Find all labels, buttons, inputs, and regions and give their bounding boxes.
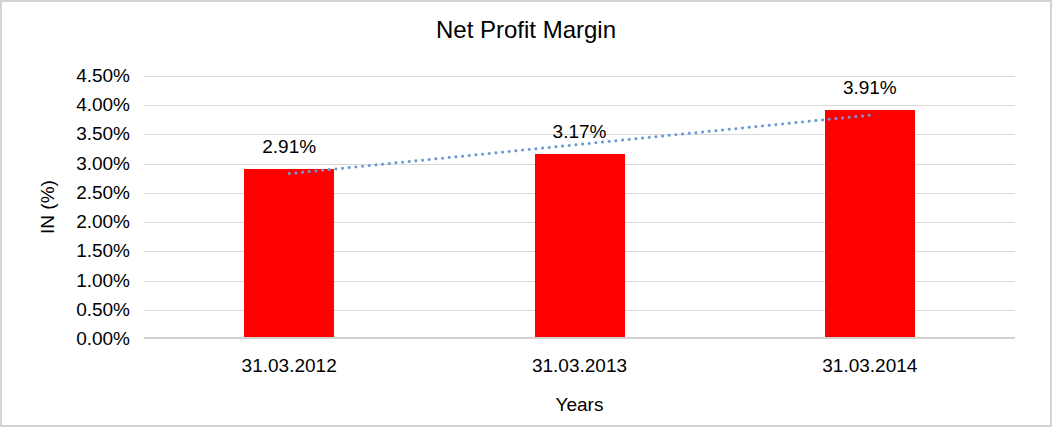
y-axis-tick-labels: 0.00% 0.50% 1.00% 1.50% 2.00% 2.50% 3.00% 3.50%… xyxy=(2,2,130,427)
x-axis-line xyxy=(144,337,1015,339)
y-tick-label: 4.50% xyxy=(2,64,130,88)
chart-title: Net Profit Margin xyxy=(2,15,1050,45)
x-axis-title: Years xyxy=(144,394,1015,416)
y-tick-label: 0.00% xyxy=(2,327,130,351)
y-tick-label: 3.50% xyxy=(2,122,130,146)
y-tick-label: 4.00% xyxy=(2,93,130,117)
x-category-label: 31.03.2013 xyxy=(470,354,690,378)
y-tick-label: 0.50% xyxy=(2,298,130,322)
data-label: 3.91% xyxy=(800,76,940,100)
y-tick-label: 2.00% xyxy=(2,210,130,234)
x-category-label: 31.03.2014 xyxy=(760,354,980,378)
y-tick-label: 1.00% xyxy=(2,269,130,293)
chart-frame: Net Profit Margin IN (%) 0.00%0.50%1.00%… xyxy=(0,0,1052,427)
data-label: 3.17% xyxy=(510,120,650,144)
y-tick-label: 2.50% xyxy=(2,181,130,205)
y-tick-label: 1.50% xyxy=(2,239,130,263)
trendline xyxy=(144,76,1015,339)
x-category-label: 31.03.2012 xyxy=(179,354,399,378)
y-tick-label: 3.00% xyxy=(2,152,130,176)
plot-area: 2.91% 3.17% 3.91% xyxy=(144,76,1015,339)
x-axis-category-labels: 31.03.2012 31.03.2013 31.03.2014 xyxy=(144,354,1015,378)
data-label: 2.91% xyxy=(219,135,359,159)
